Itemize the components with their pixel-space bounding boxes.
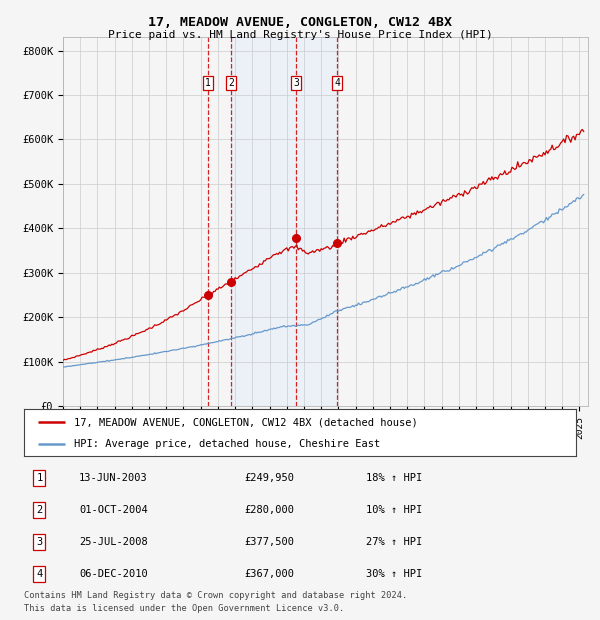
Text: 06-DEC-2010: 06-DEC-2010: [79, 569, 148, 579]
Text: 10% ↑ HPI: 10% ↑ HPI: [366, 505, 422, 515]
Text: Contains HM Land Registry data © Crown copyright and database right 2024.: Contains HM Land Registry data © Crown c…: [24, 590, 407, 600]
Text: This data is licensed under the Open Government Licence v3.0.: This data is licensed under the Open Gov…: [24, 603, 344, 613]
Text: £280,000: £280,000: [245, 505, 295, 515]
Text: Price paid vs. HM Land Registry's House Price Index (HPI): Price paid vs. HM Land Registry's House …: [107, 30, 493, 40]
Text: 3: 3: [293, 78, 299, 88]
Text: 4: 4: [334, 78, 340, 88]
Text: 2: 2: [37, 505, 43, 515]
Text: £377,500: £377,500: [245, 537, 295, 547]
Text: 17, MEADOW AVENUE, CONGLETON, CW12 4BX (detached house): 17, MEADOW AVENUE, CONGLETON, CW12 4BX (…: [74, 417, 418, 427]
Text: £367,000: £367,000: [245, 569, 295, 579]
Text: 1: 1: [205, 78, 211, 88]
Text: 25-JUL-2008: 25-JUL-2008: [79, 537, 148, 547]
Text: 27% ↑ HPI: 27% ↑ HPI: [366, 537, 422, 547]
Text: 18% ↑ HPI: 18% ↑ HPI: [366, 473, 422, 483]
Text: 1: 1: [37, 473, 43, 483]
Text: 4: 4: [37, 569, 43, 579]
Bar: [231, 37, 337, 406]
Text: 30% ↑ HPI: 30% ↑ HPI: [366, 569, 422, 579]
Text: HPI: Average price, detached house, Cheshire East: HPI: Average price, detached house, Ches…: [74, 439, 380, 449]
Text: 01-OCT-2004: 01-OCT-2004: [79, 505, 148, 515]
Text: 3: 3: [37, 537, 43, 547]
Text: 2: 2: [228, 78, 234, 88]
Text: 17, MEADOW AVENUE, CONGLETON, CW12 4BX: 17, MEADOW AVENUE, CONGLETON, CW12 4BX: [148, 16, 452, 29]
Text: 13-JUN-2003: 13-JUN-2003: [79, 473, 148, 483]
Text: £249,950: £249,950: [245, 473, 295, 483]
